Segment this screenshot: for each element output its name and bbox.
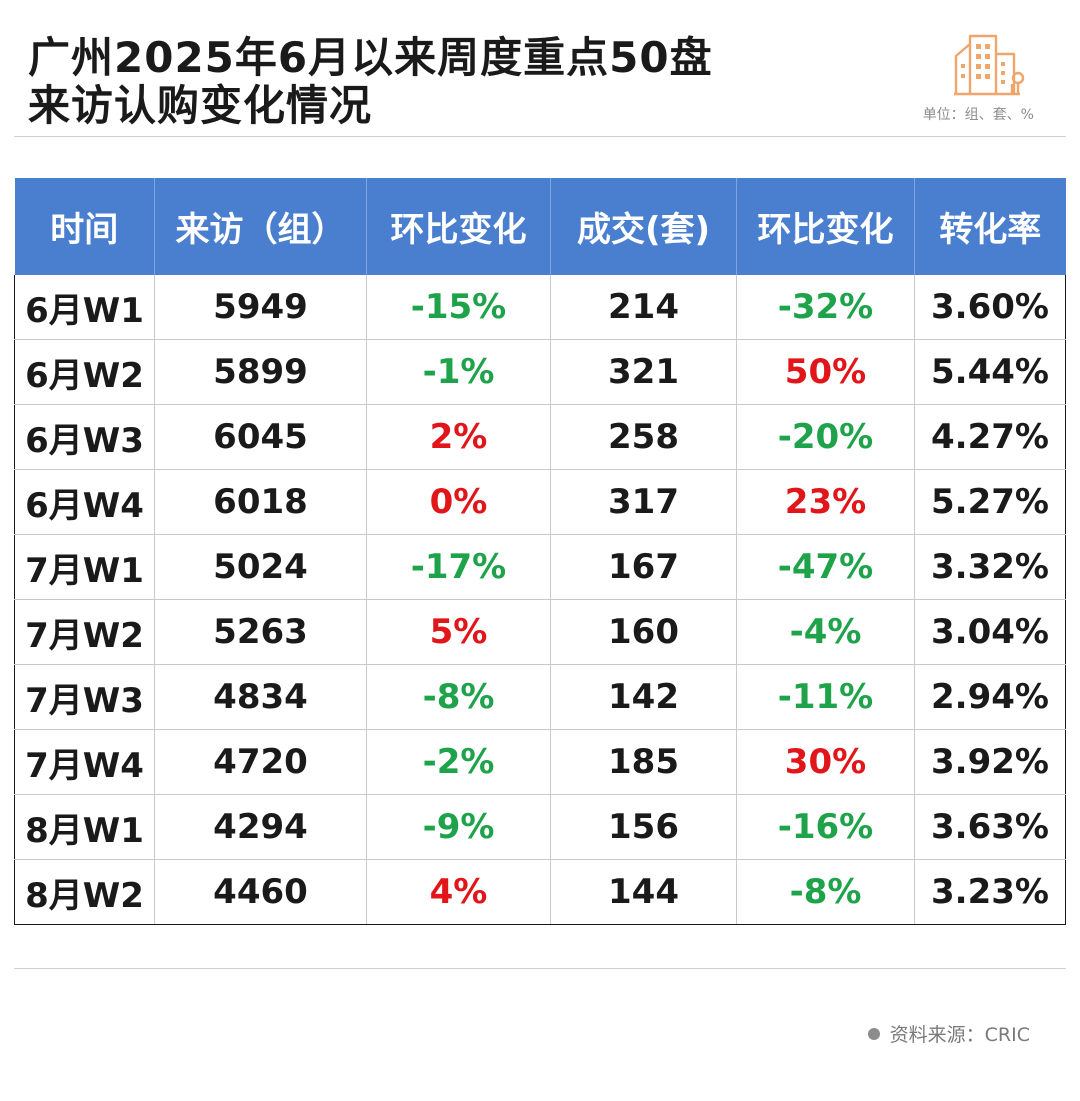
table-cell: 50% xyxy=(736,339,915,405)
table-cell: 5263 xyxy=(154,599,367,665)
table-cell: 8月W2 xyxy=(14,859,155,925)
table-cell: 3.92% xyxy=(914,729,1066,795)
table-cell: 23% xyxy=(736,469,915,535)
table-cell: -2% xyxy=(366,729,551,795)
table-cell: 258 xyxy=(550,404,737,470)
table-cell: 5.44% xyxy=(914,339,1066,405)
table-row: 7月W4 4720 -2% 185 30% 3.92% xyxy=(14,729,1066,795)
table-row: 7月W1 5024 -17% 167 -47% 3.32% xyxy=(14,534,1066,600)
table-cell: 7月W2 xyxy=(14,599,155,665)
table-cell: -11% xyxy=(736,664,915,730)
column-header: 环比变化 xyxy=(736,178,915,275)
top-divider xyxy=(14,136,1066,137)
table-cell: -9% xyxy=(366,794,551,860)
table-header-row: 时间 来访（组） 环比变化 成交(套) 环比变化 转化率 xyxy=(14,178,1066,275)
column-header: 转化率 xyxy=(914,178,1066,275)
table-cell: 6月W4 xyxy=(14,469,155,535)
unit-label: 单位：组、套、% xyxy=(922,107,1034,123)
table-cell: -4% xyxy=(736,599,915,665)
table-row: 6月W4 6018 0% 317 23% 5.27% xyxy=(14,469,1066,535)
table-cell: 142 xyxy=(550,664,737,730)
table-row: 6月W2 5899 -1% 321 50% 5.44% xyxy=(14,339,1066,405)
table-cell: 4294 xyxy=(154,794,367,860)
table-cell: -8% xyxy=(366,664,551,730)
table-cell: -1% xyxy=(366,339,551,405)
table-cell: -17% xyxy=(366,534,551,600)
table-cell: -8% xyxy=(736,859,915,925)
buildings-icon xyxy=(954,34,1025,96)
bullet-dot-icon xyxy=(867,1028,880,1040)
table-cell: 3.23% xyxy=(914,859,1066,925)
column-header: 来访（组） xyxy=(154,178,367,275)
table-cell: 4834 xyxy=(154,664,367,730)
table-cell: 0% xyxy=(366,469,551,535)
table-cell: 5024 xyxy=(154,534,367,600)
table-row: 8月W2 4460 4% 144 -8% 3.23% xyxy=(14,859,1066,925)
table-cell: 5.27% xyxy=(914,469,1066,535)
table-cell: 2% xyxy=(366,404,551,470)
table-cell: 6月W1 xyxy=(14,275,155,340)
table-row: 7月W3 4834 -8% 142 -11% 2.94% xyxy=(14,664,1066,730)
table-cell: 317 xyxy=(550,469,737,535)
column-header: 环比变化 xyxy=(366,178,551,275)
table-cell: 160 xyxy=(550,599,737,665)
table-cell: 214 xyxy=(550,275,737,340)
table-body: 6月W1 5949 -15% 214 -32% 3.60% 6月W2 5899 -1% 321 50… xyxy=(14,275,1066,925)
table-cell: 7月W4 xyxy=(14,729,155,795)
source-text: 资料来源：CRIC xyxy=(889,1024,1030,1046)
table-cell: -32% xyxy=(736,275,915,340)
table-row: 6月W3 6045 2% 258 -20% 4.27% xyxy=(14,404,1066,470)
title-line-2: 来访认购变化情况 xyxy=(28,81,373,130)
table-cell: 3.60% xyxy=(914,275,1066,340)
title-line-1: 广州2025年6月以来周度重点50盘 xyxy=(28,33,713,82)
table-cell: -15% xyxy=(366,275,551,340)
table-cell: -47% xyxy=(736,534,915,600)
table-cell: 8月W1 xyxy=(14,794,155,860)
table-cell: 5949 xyxy=(154,275,367,340)
table-cell: 321 xyxy=(550,339,737,405)
table-cell: -20% xyxy=(736,404,915,470)
data-table: 时间 来访（组） 环比变化 成交(套) 环比变化 转化率 6月W1 5949 -15% 214-… xyxy=(14,178,1066,925)
table-cell: 7月W1 xyxy=(14,534,155,600)
table-cell: 6045 xyxy=(154,404,367,470)
table-cell: 2.94% xyxy=(914,664,1066,730)
column-header: 时间 xyxy=(14,178,155,275)
table-cell: -16% xyxy=(736,794,915,860)
table-cell: 4460 xyxy=(154,859,367,925)
table-cell: 5% xyxy=(366,599,551,665)
table-cell: 167 xyxy=(550,534,737,600)
table-cell: 3.04% xyxy=(914,599,1066,665)
source-note: 资料来源：CRIC xyxy=(867,1020,1030,1047)
column-header: 成交(套) xyxy=(550,178,737,275)
table-cell: 144 xyxy=(550,859,737,925)
table-cell: 6月W3 xyxy=(14,404,155,470)
table-row: 7月W2 5263 5% 160 -4% 3.04% xyxy=(14,599,1066,665)
table-cell: 185 xyxy=(550,729,737,795)
chart-title: 广州2025年6月以来周度重点50盘 来访认购变化情况 xyxy=(28,34,808,130)
bottom-divider xyxy=(14,968,1066,969)
table-row: 8月W1 4294 -9% 156 -16% 3.63% xyxy=(14,794,1066,860)
table-cell: 4.27% xyxy=(914,404,1066,470)
table-cell: 30% xyxy=(736,729,915,795)
table-row: 6月W1 5949 -15% 214 -32% 3.60% xyxy=(14,275,1066,340)
table-cell: 6018 xyxy=(154,469,367,535)
table-cell: 4720 xyxy=(154,729,367,795)
table-cell: 3.63% xyxy=(914,794,1066,860)
table-cell: 7月W3 xyxy=(14,664,155,730)
table-cell: 156 xyxy=(550,794,737,860)
table-cell: 6月W2 xyxy=(14,339,155,405)
table-cell: 5899 xyxy=(154,339,367,405)
table-cell: 4% xyxy=(366,859,551,925)
table-cell: 3.32% xyxy=(914,534,1066,600)
